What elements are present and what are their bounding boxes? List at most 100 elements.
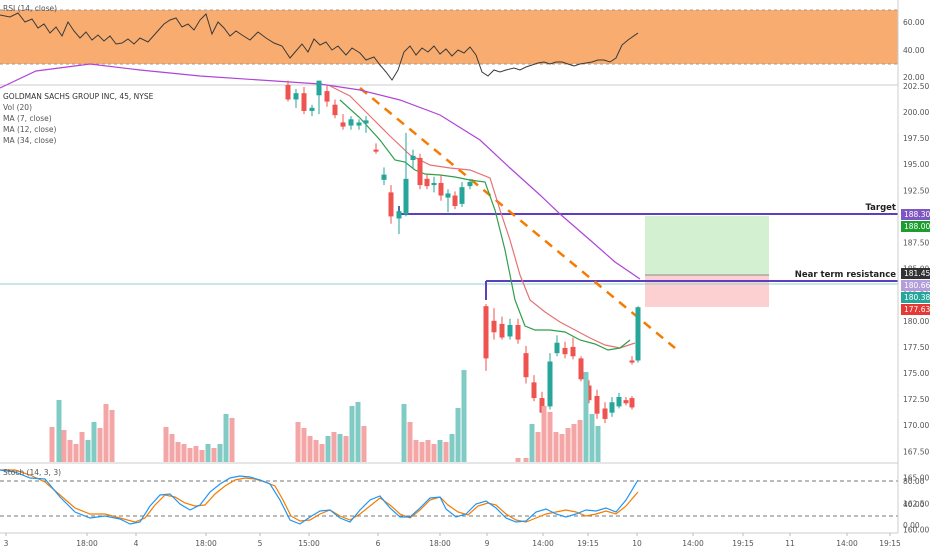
candle: [491, 308, 497, 340]
ma12-line: [329, 85, 636, 349]
candle: [531, 375, 537, 402]
volume-bar: [565, 428, 571, 462]
price-label-ma34-bg: [901, 280, 930, 291]
volume-bar: [589, 414, 595, 462]
price-label-target-level-text: 188.30: [904, 210, 930, 219]
candle: [623, 397, 629, 406]
volume-bar: [217, 444, 223, 462]
price-tick: 195.00: [903, 160, 929, 169]
candle: [424, 174, 430, 190]
volume-bar: [97, 428, 103, 462]
ma34-line: [0, 63, 641, 280]
rsi-pane: [0, 9, 898, 86]
candle: [452, 191, 458, 210]
volume-bar: [355, 402, 361, 462]
price-label-last-text: 180.38: [904, 293, 930, 302]
candle: [586, 380, 592, 404]
volume-bar: [535, 432, 541, 462]
volume-bar: [325, 436, 331, 462]
volume-bar: [419, 442, 425, 462]
rsi-axis: 60.00 40.00 20.00: [903, 18, 925, 82]
volume-bar: [407, 422, 413, 462]
price-tick: 162.50: [903, 500, 929, 509]
candle: [594, 389, 600, 419]
legend-ma7: MA (7, close): [3, 114, 52, 123]
candle: [515, 318, 521, 344]
candle: [332, 99, 338, 119]
candle: [499, 316, 505, 340]
volume-bar: [331, 432, 337, 462]
stoch-label: Stoch (14, 3, 3): [3, 468, 61, 477]
volume-bar: [541, 406, 547, 462]
candle: [417, 153, 423, 190]
volume-bar: [583, 372, 589, 462]
candle: [373, 143, 379, 154]
ma7-line: [339, 99, 631, 351]
candle: [301, 86, 307, 115]
candle: [459, 181, 465, 208]
candle: [363, 116, 369, 133]
rsi-line: [0, 12, 639, 81]
candle: [340, 114, 346, 130]
volume-bar: [437, 440, 443, 462]
resistance-annotation: Near term resistance: [795, 270, 896, 280]
volume-bar: [361, 426, 367, 462]
candle: [562, 341, 568, 359]
volume-bar: [79, 432, 85, 462]
volume-bar: [553, 432, 559, 462]
volume-bar: [559, 434, 565, 462]
target-zone: [645, 216, 769, 275]
legend-ma34: MA (34, close): [3, 136, 57, 145]
volume-bar: [523, 458, 529, 462]
price-label-stop-text: 177.63: [904, 305, 930, 314]
candle: [438, 174, 444, 201]
volume-bar: [211, 448, 217, 462]
time-tick: 18:00: [76, 539, 98, 548]
target-annotation: Target: [865, 203, 896, 213]
time-tick: 9: [485, 539, 490, 548]
volume-bar: [307, 436, 313, 462]
price-label-last: 180.38: [901, 292, 930, 303]
candles-group: [285, 80, 641, 424]
time-tick: 14:00: [836, 539, 858, 548]
candle: [507, 318, 513, 340]
price-tick: 200.00: [903, 108, 929, 117]
candle: [356, 119, 362, 130]
rsi-band: [0, 10, 898, 64]
volume-bar: [193, 446, 199, 462]
price-tick: 202.50: [903, 82, 929, 91]
time-tick: 18:00: [195, 539, 217, 548]
legend-ma12: MA (12, close): [3, 125, 57, 134]
candle: [609, 397, 615, 417]
candle: [616, 395, 622, 409]
volume-bar: [413, 440, 419, 462]
candle: [547, 353, 553, 410]
volume-group: [49, 370, 601, 462]
candle: [635, 306, 641, 363]
volume-bar: [449, 434, 455, 462]
price-label-ma34-text: 180.66: [904, 281, 930, 290]
volume-bar: [187, 448, 193, 462]
price-label-target-level: 188.30: [901, 209, 930, 220]
trendline: [359, 87, 676, 349]
volume-bar: [571, 424, 577, 462]
candle: [578, 356, 584, 382]
candle: [410, 149, 416, 170]
time-tick: 19:15: [577, 539, 599, 548]
candle: [388, 185, 394, 224]
candle: [554, 335, 560, 357]
price-tick: 197.50: [903, 134, 929, 143]
stoch-pane: [0, 469, 898, 525]
volume-bar: [401, 404, 407, 462]
candle: [445, 189, 451, 213]
stoch-tick: 80.00: [903, 477, 925, 486]
volume-bar: [313, 440, 319, 462]
volume-bar: [205, 444, 211, 462]
volume-bar: [529, 424, 535, 462]
candle: [403, 132, 409, 217]
volume-bar: [349, 406, 355, 462]
volume-bar: [295, 422, 301, 462]
price-label-target-level-bg: [901, 209, 930, 220]
candle: [483, 304, 489, 371]
